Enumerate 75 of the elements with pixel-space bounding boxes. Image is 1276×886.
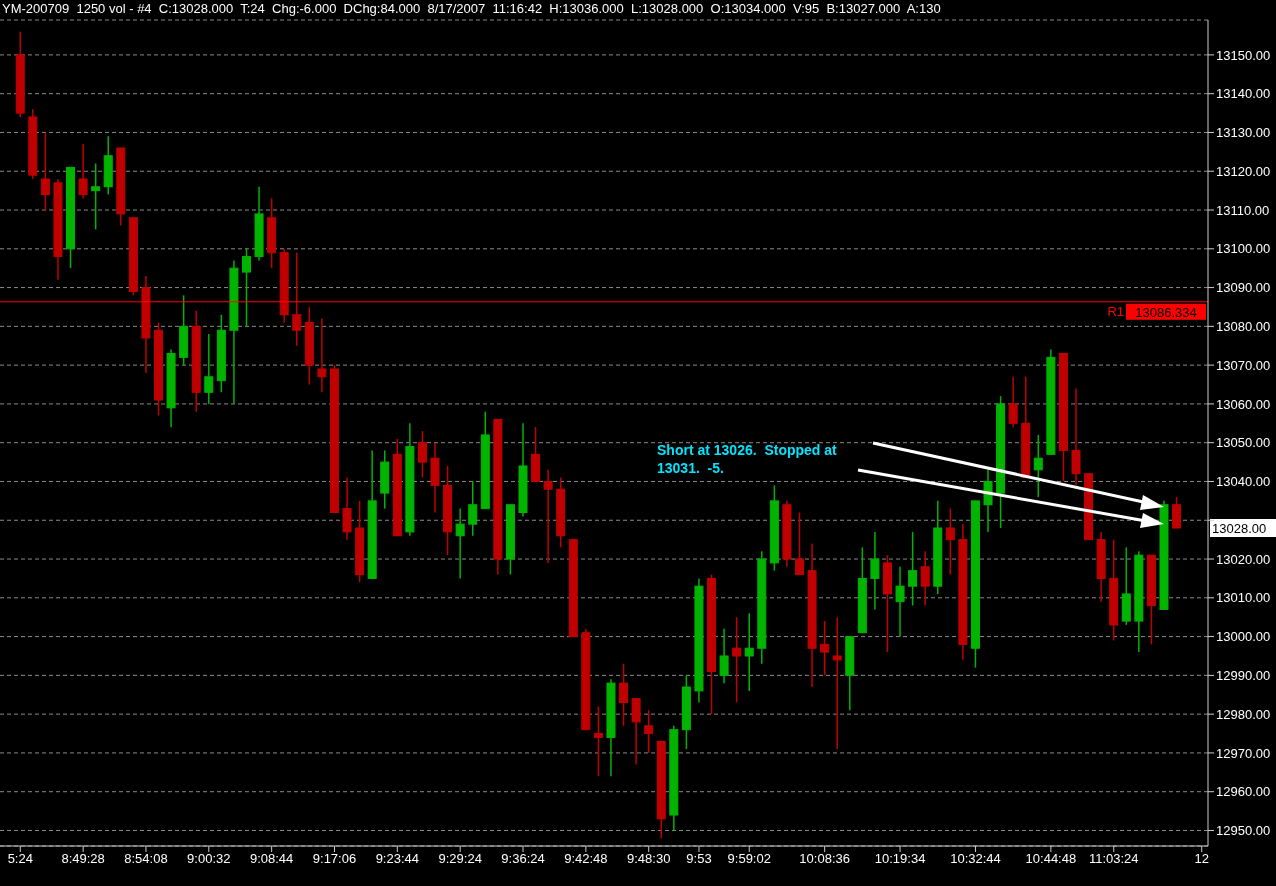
candlestick bbox=[1172, 496, 1182, 529]
candlestick bbox=[631, 697, 641, 766]
x-tick-label: 5:24 bbox=[7, 851, 33, 867]
candlestick bbox=[543, 469, 553, 564]
candlestick bbox=[832, 616, 842, 750]
y-tick-label: 13120.00 bbox=[1216, 163, 1271, 179]
candlestick bbox=[744, 612, 754, 692]
candlestick bbox=[468, 480, 478, 537]
x-tick-label: 10:44:48 bbox=[1025, 851, 1077, 867]
x-tick-label: 9:59:02 bbox=[727, 851, 771, 867]
y-tick-label: 13140.00 bbox=[1216, 86, 1271, 102]
candlestick bbox=[204, 333, 214, 405]
x-tick-label: 9:48:30 bbox=[627, 851, 671, 867]
x-tick-label: 9:42:48 bbox=[564, 851, 608, 867]
candlestick bbox=[1008, 376, 1018, 428]
candlestick bbox=[455, 507, 465, 580]
ref-line-label: R1 13086.334 bbox=[1107, 303, 1197, 320]
y-tick-label: 12970.00 bbox=[1216, 745, 1271, 761]
x-tick-label: 10:19:34 bbox=[874, 851, 926, 867]
candlestick bbox=[983, 469, 993, 533]
y-tick-label: 13090.00 bbox=[1216, 280, 1271, 296]
candlestick bbox=[920, 550, 930, 607]
x-tick-label: 10:08:36 bbox=[799, 851, 850, 867]
candlestick bbox=[342, 476, 352, 541]
candlestick bbox=[241, 248, 251, 328]
candlestick bbox=[292, 251, 302, 347]
x-tick-label: 9:23:44 bbox=[375, 851, 420, 867]
y-tick-label: 13020.00 bbox=[1216, 551, 1271, 567]
x-tick-label: 10:32:44 bbox=[950, 851, 1001, 867]
x-tick-label: 9:00:32 bbox=[187, 851, 231, 867]
y-tick-label: 13000.00 bbox=[1216, 629, 1271, 645]
candlestick bbox=[619, 662, 629, 727]
x-tick-label: 11:03:24 bbox=[1088, 851, 1139, 867]
y-tick-label: 13070.00 bbox=[1216, 357, 1271, 373]
y-tick-label: 13040.00 bbox=[1216, 474, 1271, 490]
candlestick bbox=[593, 705, 603, 777]
candlestick bbox=[40, 131, 50, 211]
candlestick bbox=[417, 430, 427, 479]
x-tick-label: 9:17:06 bbox=[312, 851, 357, 867]
x-tick-label: 9:53 bbox=[686, 851, 712, 867]
y-tick-label: 13100.00 bbox=[1216, 241, 1271, 257]
y-tick-label: 12960.00 bbox=[1216, 784, 1271, 800]
candlestick bbox=[908, 531, 918, 607]
x-tick-label: 9:29:24 bbox=[438, 851, 482, 867]
y-tick-label: 13110.00 bbox=[1216, 202, 1270, 218]
x-tick-label: 12 bbox=[1194, 851, 1209, 867]
candlestick bbox=[78, 143, 88, 200]
candlestick bbox=[317, 317, 327, 394]
annotation: Short at 13026. Stopped at 13031. -5. bbox=[657, 441, 838, 477]
y-tick-label: 13050.00 bbox=[1216, 435, 1271, 451]
y-tick-label: 12950.00 bbox=[1216, 823, 1271, 839]
y-tick-label: 13060.00 bbox=[1216, 396, 1271, 412]
y-tick-label: 13080.00 bbox=[1216, 318, 1271, 334]
y-tick-label: 13150.00 bbox=[1216, 47, 1271, 63]
candlestick bbox=[895, 566, 905, 638]
candlestick bbox=[91, 162, 101, 231]
candlestick bbox=[820, 620, 830, 677]
candlestick bbox=[870, 531, 880, 611]
candlestick bbox=[732, 616, 742, 704]
candlestick bbox=[1033, 434, 1043, 498]
candlestick bbox=[1071, 387, 1081, 487]
y-tick-label: 12980.00 bbox=[1216, 706, 1271, 722]
x-tick-label: 9:08:44 bbox=[249, 851, 294, 867]
candlestick bbox=[644, 709, 654, 754]
x-tick-label: 8:54:08 bbox=[124, 851, 168, 867]
candlestick bbox=[945, 507, 955, 576]
candlestick bbox=[795, 511, 804, 576]
y-tick-label: 12990.00 bbox=[1216, 667, 1271, 683]
text: 13028.00 bbox=[1212, 521, 1267, 537]
x-tick-label: 9:36:24 bbox=[501, 851, 545, 867]
y-tick-label: 13130.00 bbox=[1216, 125, 1271, 141]
y-tick-label: 13010.00 bbox=[1216, 590, 1271, 606]
x-tick-label: 8:49:28 bbox=[61, 851, 105, 867]
candlestick bbox=[719, 628, 729, 684]
chart-title: YM-200709 1250 vol - #4 C:13028.000 T:24 Chg:-6.000 DChg:84.000 8/17/2007 11:16:42 H:13036.000 L:13028.000 O:13034.000 V:95 B:13027.000 A:130 bbox=[2, 1, 941, 16]
